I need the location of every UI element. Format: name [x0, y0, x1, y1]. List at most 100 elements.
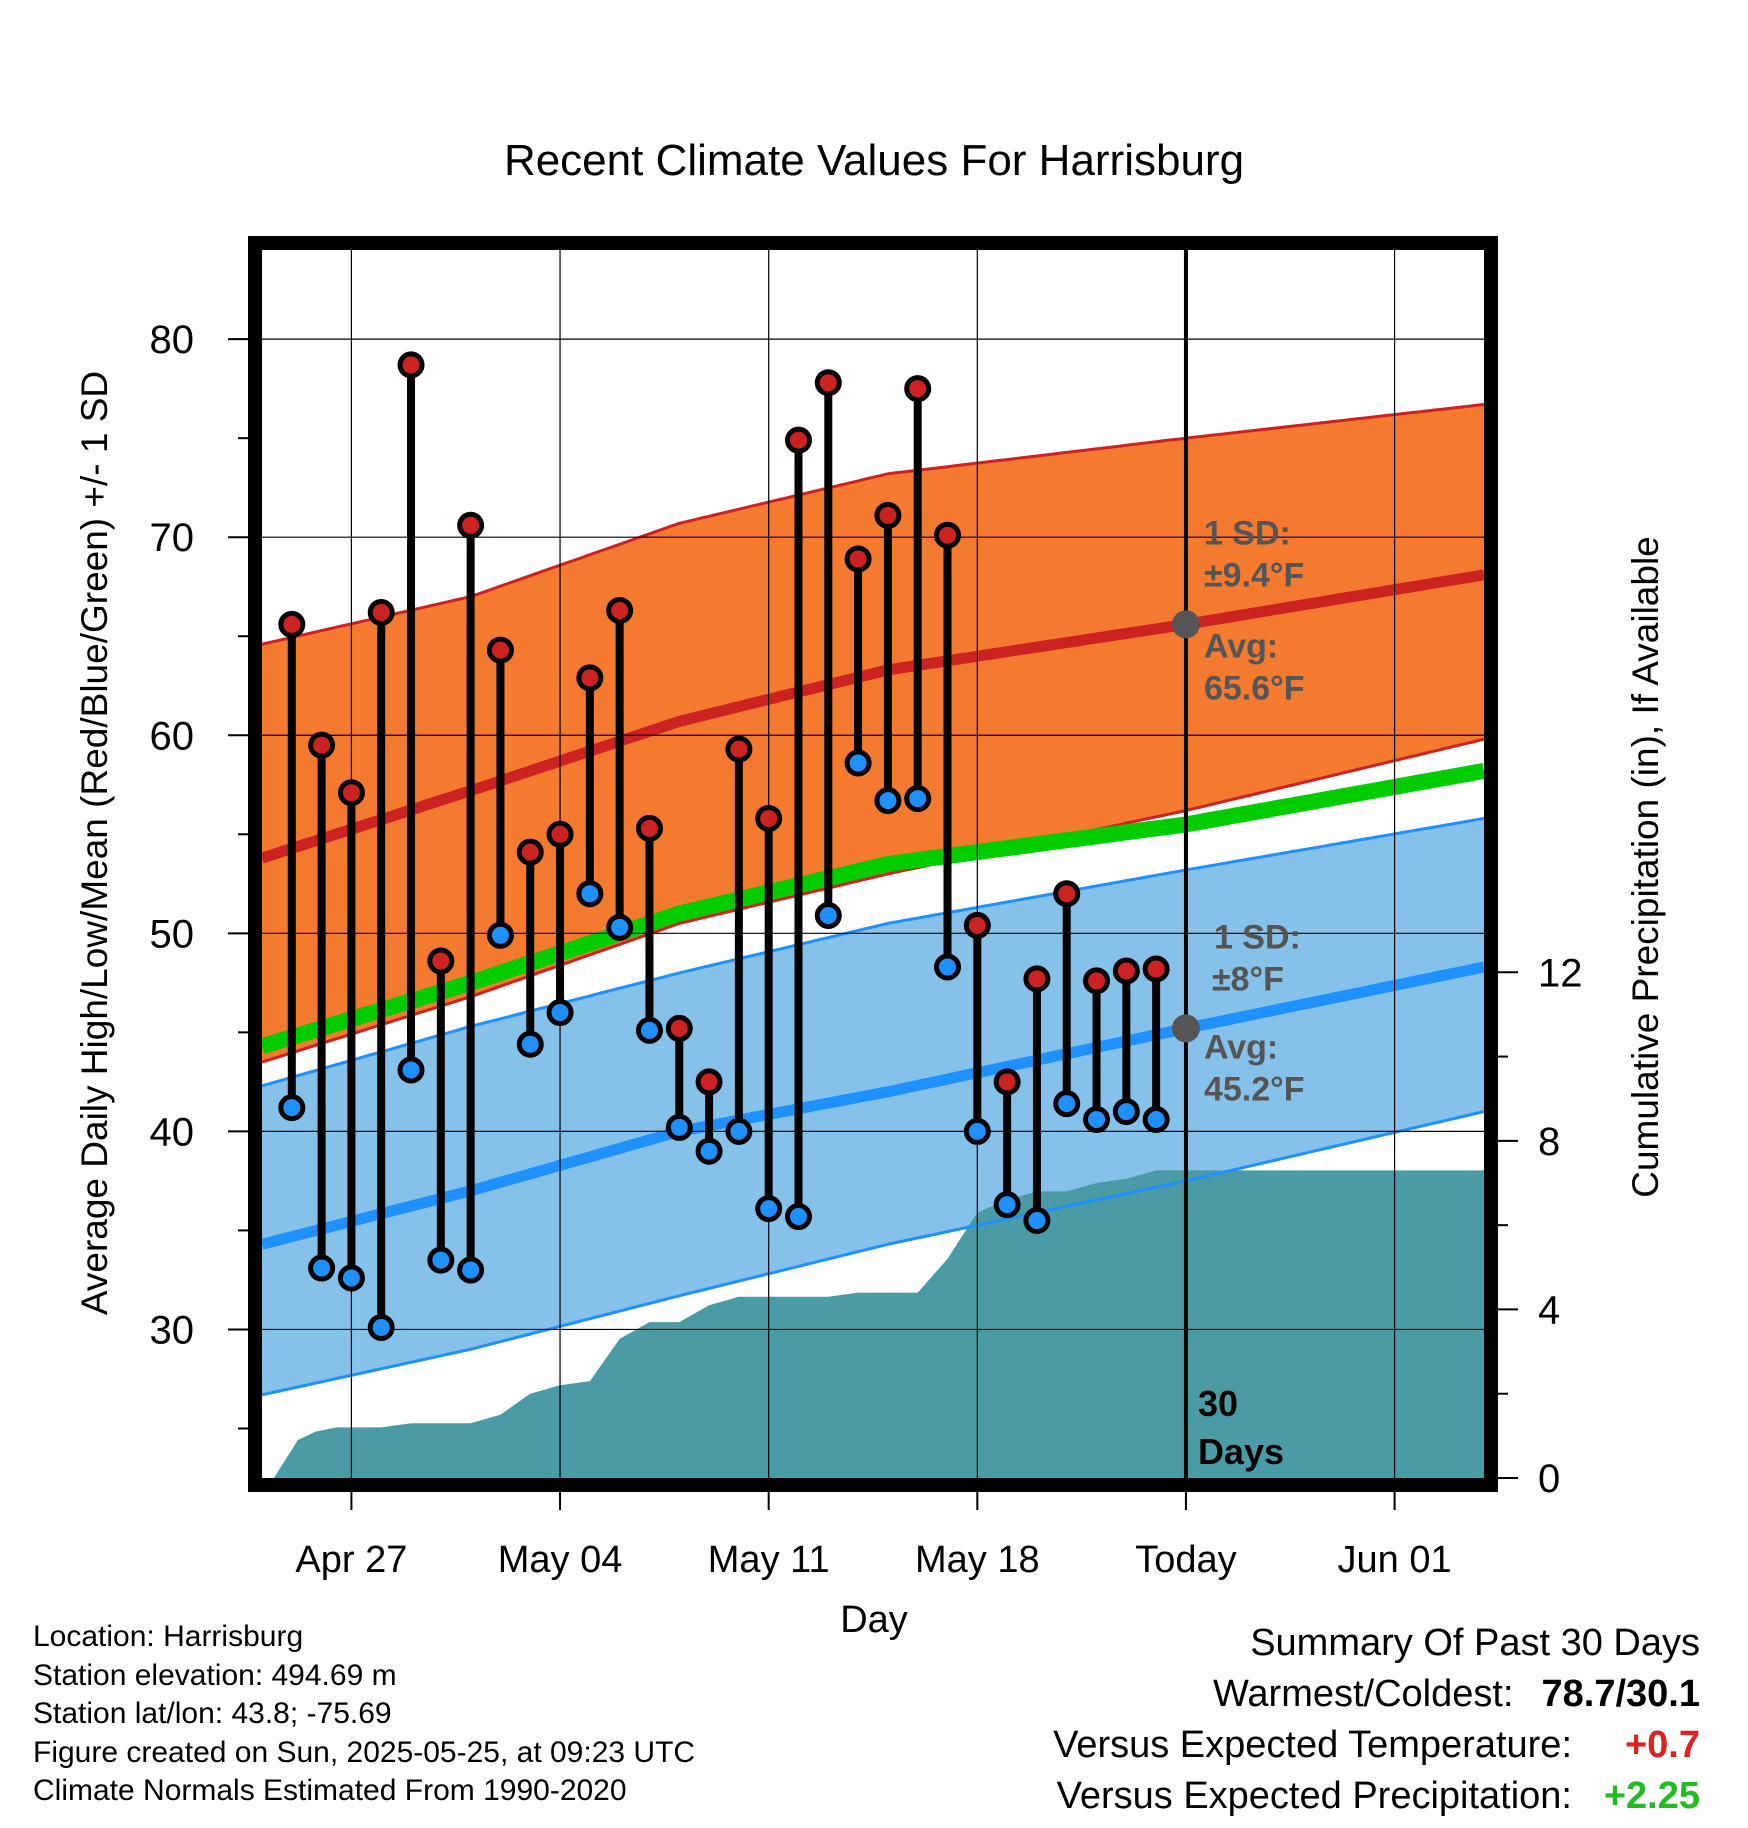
low-avg-line — [262, 961, 1484, 1250]
temp-value: +0.7 — [1624, 1724, 1700, 1766]
y2-axis-label: Cumulative Precipitation (in), If Availa… — [1625, 536, 1666, 1198]
summary-temp-row: Versus Expected Temperature: +0.7 — [1053, 1720, 1700, 1771]
high-avg-title: Avg: — [1204, 627, 1278, 665]
high-point — [635, 814, 663, 842]
x-tick-label: May 04 — [498, 1539, 623, 1581]
low-point — [1142, 1106, 1170, 1134]
high-sd-value: ±9.4°F — [1204, 556, 1304, 594]
high-avg-marker — [1171, 610, 1200, 639]
low-point — [874, 787, 902, 815]
elevation-text: Station elevation: 494.69 m — [33, 1658, 397, 1692]
high-point — [278, 610, 306, 638]
low-point — [397, 1056, 425, 1084]
high-point — [1083, 967, 1111, 995]
low-point — [457, 1256, 485, 1284]
low-point — [427, 1246, 455, 1274]
x-tick-label: May 18 — [915, 1539, 1040, 1581]
low-point — [665, 1113, 693, 1141]
location-text: Location: Harrisburg — [33, 1620, 304, 1653]
normals-text: Climate Normals Estimated From 1990-2020 — [33, 1774, 627, 1807]
created-text: Figure created on Sun, 2025-05-25, at 09… — [33, 1735, 696, 1769]
low-upper-line — [262, 816, 1484, 1088]
summary-title: Summary Of Past 30 Days — [1053, 1618, 1700, 1669]
low-point — [725, 1117, 753, 1145]
plot-area: 1 SD: ±9.4°F Avg: 65.6°F 1 SD: ±8°F Avg: 45.2°F… — [262, 250, 1484, 1478]
y2-tick-label: 12 — [1538, 951, 1583, 995]
low-point — [546, 999, 574, 1027]
low-point — [1112, 1098, 1140, 1126]
high-point — [814, 369, 842, 397]
precip-value: +2.25 — [1603, 1775, 1700, 1817]
low-point — [814, 901, 842, 929]
high-point — [934, 521, 962, 549]
x-tick-label: Jun 01 — [1338, 1539, 1452, 1581]
high-point — [1142, 955, 1170, 983]
y-tick-label: 40 — [150, 1110, 195, 1154]
low-sd-title: 1 SD: — [1214, 918, 1301, 956]
high-point — [904, 375, 932, 403]
low-point — [1083, 1106, 1111, 1134]
low-point — [904, 785, 932, 813]
high-point — [784, 426, 812, 454]
summary-warmest-row: Warmest/Coldest: 78.7/30.1 — [1053, 1669, 1700, 1720]
high-point — [367, 598, 395, 626]
summary-panel: Summary Of Past 30 Days Warmest/Coldest:… — [1053, 1618, 1700, 1822]
low-point — [755, 1195, 783, 1223]
precip-label: Versus Expected Precipitation: — [1056, 1775, 1572, 1817]
high-point — [516, 838, 544, 866]
precip-area — [273, 1170, 1484, 1478]
high-point — [1023, 965, 1051, 993]
days-count-label: 30 — [1198, 1383, 1238, 1424]
y-tick-label: 70 — [150, 516, 195, 560]
y-tick-label: 80 — [150, 318, 195, 362]
high-avg-value: 65.6°F — [1204, 669, 1305, 707]
high-point — [755, 804, 783, 832]
high-point — [844, 545, 872, 573]
high-point — [963, 911, 991, 939]
high-point — [486, 636, 514, 664]
high-point — [397, 351, 425, 379]
low-point — [516, 1030, 544, 1058]
high-point — [1053, 880, 1081, 908]
low-avg-value: 45.2°F — [1204, 1070, 1305, 1108]
high-point — [457, 511, 485, 539]
x-axis-label: Day — [840, 1599, 908, 1641]
x-tick-label: Apr 27 — [295, 1539, 407, 1581]
summary-title-text: Summary Of Past 30 Days — [1250, 1622, 1700, 1664]
y-tick-label: 60 — [150, 714, 195, 758]
high-sd-band — [262, 404, 1484, 1063]
low-point — [308, 1254, 336, 1282]
high-point — [1112, 957, 1140, 985]
low-point — [486, 921, 514, 949]
low-point — [606, 913, 634, 941]
y-tick-label: 30 — [150, 1308, 195, 1352]
x-tick-label: Today — [1135, 1539, 1236, 1581]
low-point — [367, 1313, 395, 1341]
low-avg-marker — [1171, 1014, 1200, 1043]
high-point — [606, 596, 634, 624]
low-point — [963, 1117, 991, 1145]
temp-label: Versus Expected Temperature: — [1053, 1724, 1572, 1766]
low-point — [278, 1094, 306, 1122]
plot-frame — [248, 236, 1498, 1492]
latlon-text: Station lat/lon: 43.8; -75.69 — [33, 1697, 392, 1730]
low-point — [635, 1016, 663, 1044]
high-upper-line — [262, 403, 1484, 646]
low-point — [784, 1203, 812, 1231]
high-sd-title: 1 SD: — [1204, 514, 1291, 552]
high-point — [308, 731, 336, 759]
low-avg-title: Avg: — [1204, 1028, 1278, 1066]
high-point — [337, 779, 365, 807]
y-axis-label: Average Daily High/Low/Mean (Red/Blue/Gr… — [74, 371, 115, 1315]
low-point — [695, 1137, 723, 1165]
low-point — [993, 1191, 1021, 1219]
low-point — [576, 880, 604, 908]
summary-precip-row: Versus Expected Precipitation: +2.25 — [1053, 1771, 1700, 1822]
high-point — [874, 501, 902, 529]
low-point — [934, 953, 962, 981]
mean-avg-line — [262, 763, 1484, 1054]
y2-tick-label: 0 — [1538, 1457, 1560, 1501]
warmest-value: 78.7/30.1 — [1541, 1673, 1700, 1715]
high-lower-line — [262, 737, 1484, 1064]
